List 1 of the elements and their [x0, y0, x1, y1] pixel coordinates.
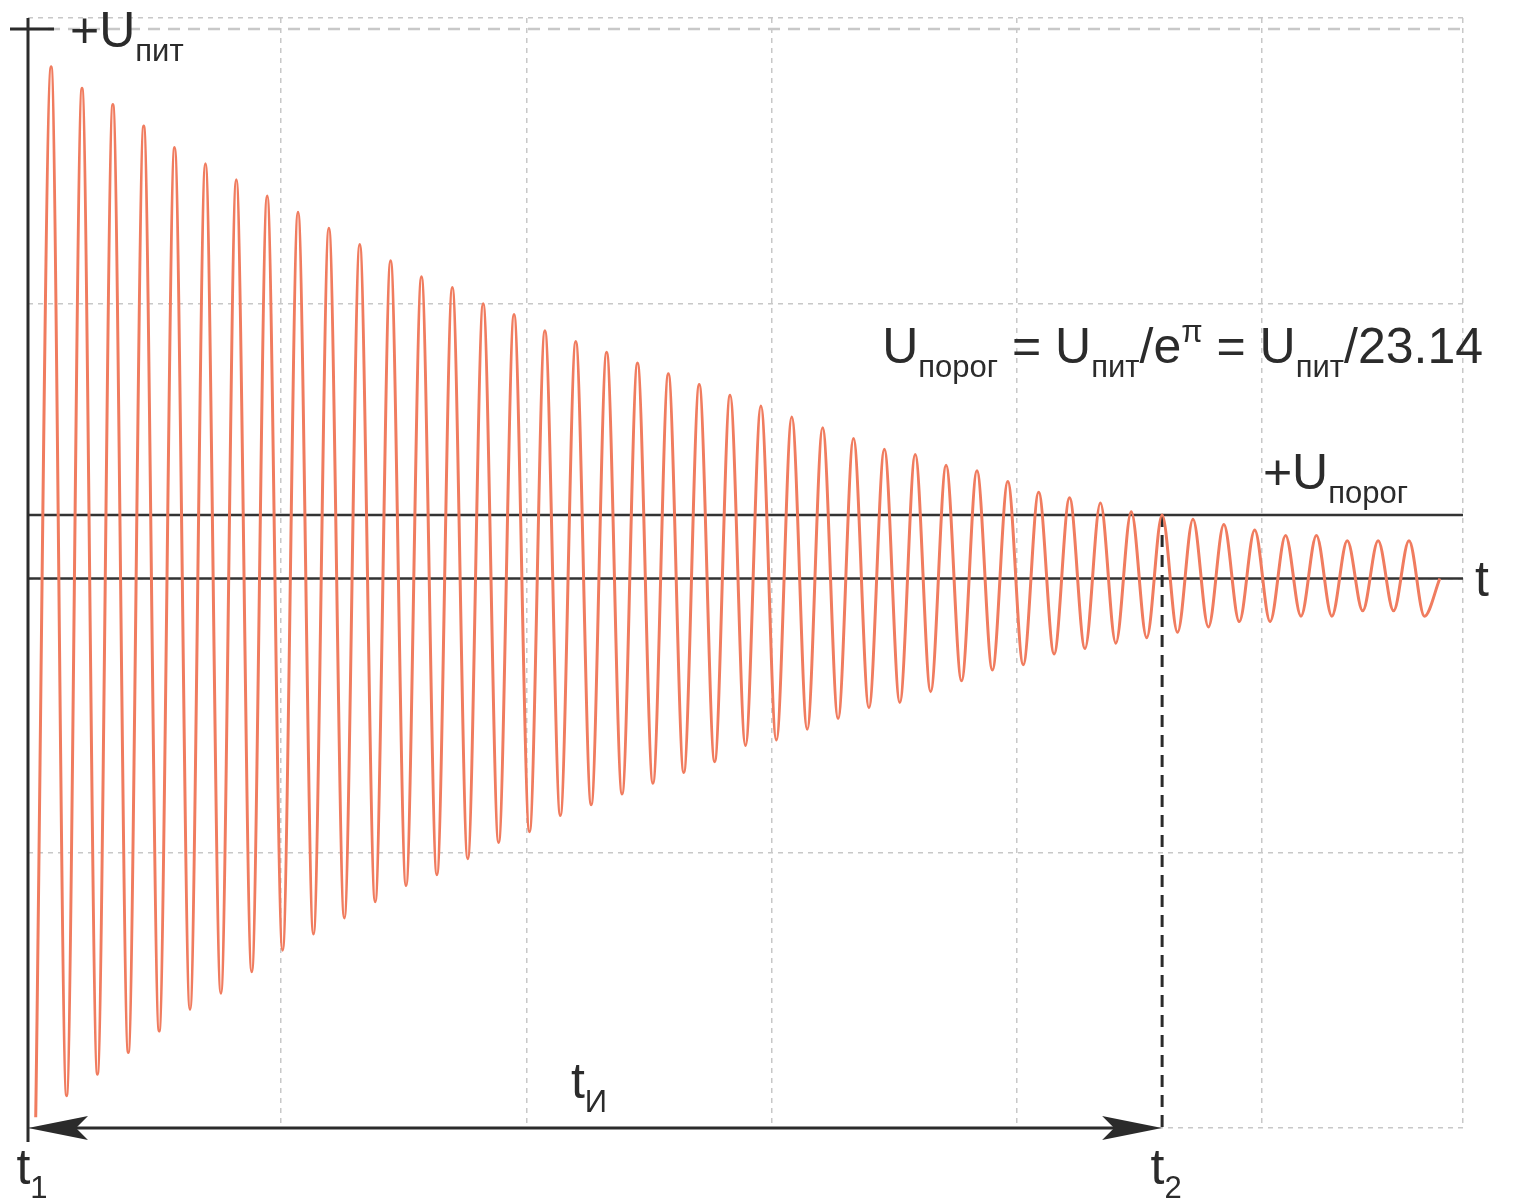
- ref-line-label: t: [1475, 551, 1489, 608]
